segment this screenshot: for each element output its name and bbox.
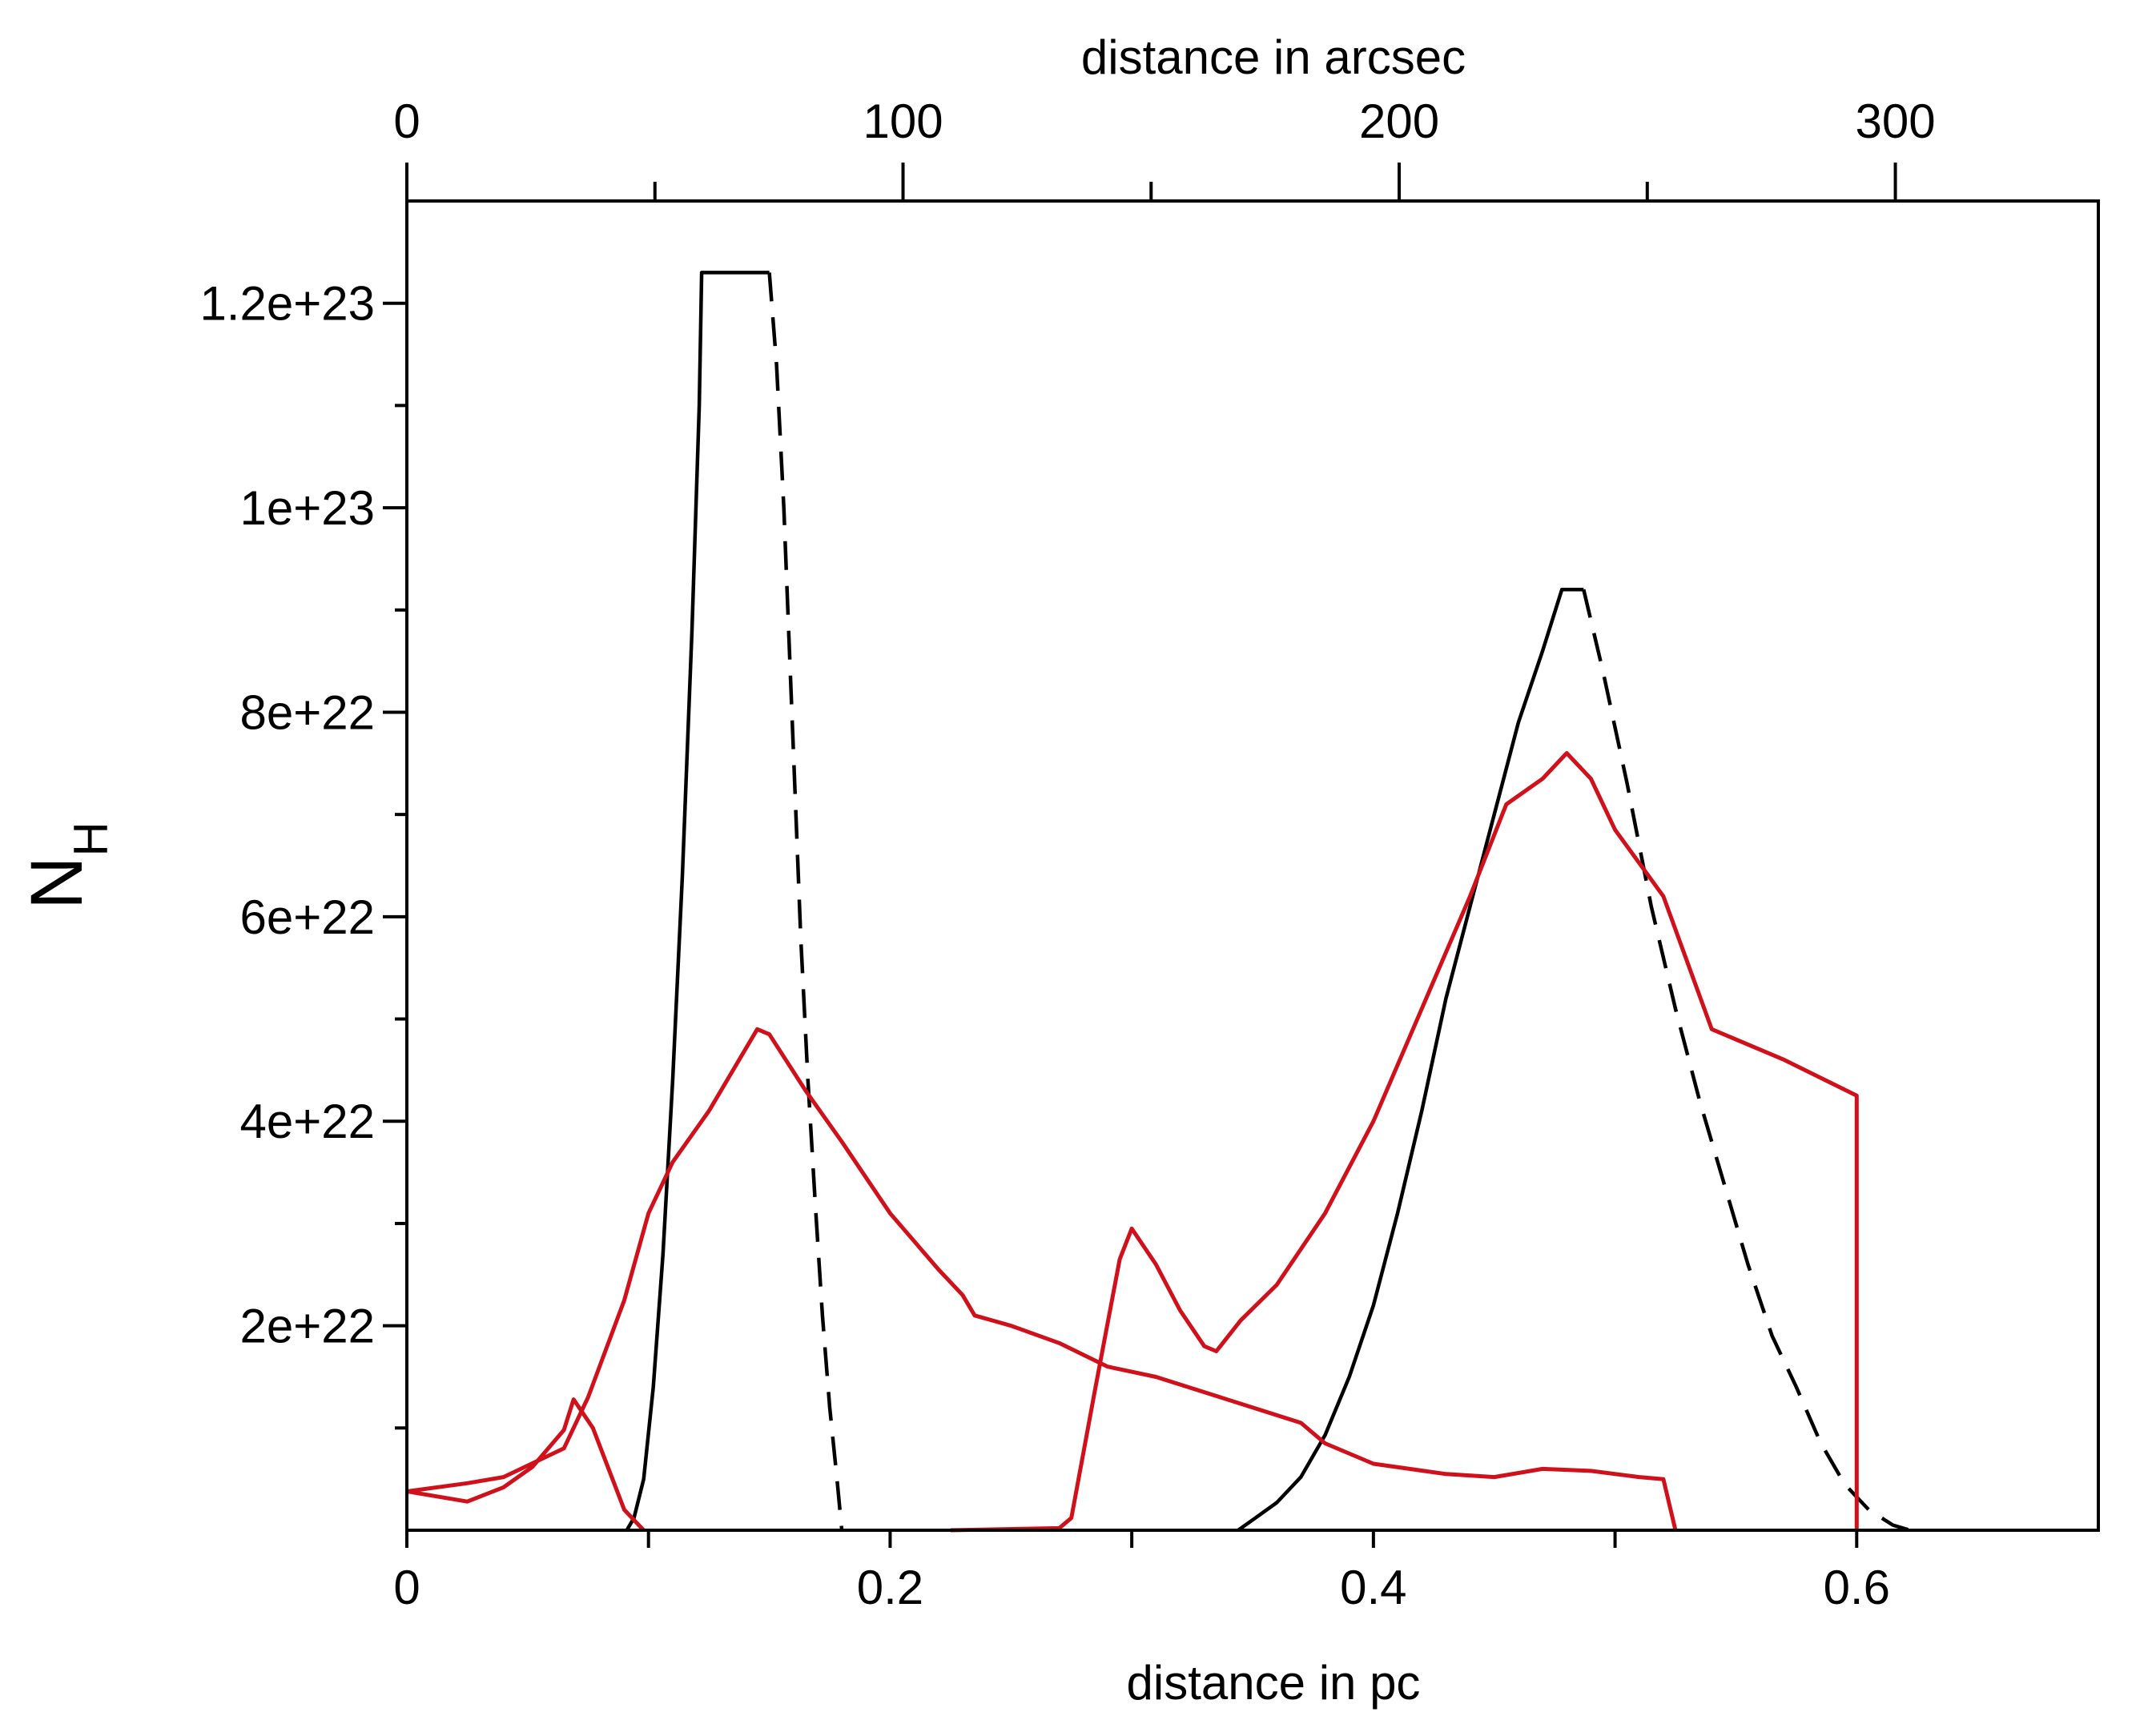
y-tick-label: 1.2e+23 xyxy=(199,277,375,331)
y-tick-label: 2e+22 xyxy=(239,1300,375,1353)
x-tick-label: 0.4 xyxy=(1340,1561,1406,1614)
ticks: 0 0.2 0.4 0.6 0 100 200 300 2e+22 4e+22 6e+22 8e+22… xyxy=(199,94,1935,1614)
y-tick-label: 4e+22 xyxy=(239,1095,375,1148)
series-line-3 xyxy=(1237,587,1584,1532)
x2-tick-label: 300 xyxy=(1856,94,1936,148)
series-line-2 xyxy=(767,272,844,1531)
top-axis-title: distance in arcsec xyxy=(1081,30,1466,84)
x-axis-title: distance in pc xyxy=(1127,1656,1421,1710)
y-tick-label: 1e+23 xyxy=(239,481,375,535)
y-tick-label: 6e+22 xyxy=(239,890,375,944)
x-tick-label: 0 xyxy=(393,1561,420,1614)
y-axis-title: NH xyxy=(16,822,118,910)
x2-tick-label: 200 xyxy=(1359,94,1439,148)
series-line-5 xyxy=(406,1397,646,1532)
y-tick-label: 8e+22 xyxy=(239,685,375,739)
y-axis-title-subscript: H xyxy=(64,822,118,856)
plot-lines xyxy=(406,271,1911,1533)
x-tick-label: 0.2 xyxy=(857,1561,923,1614)
x2-tick-label: 0 xyxy=(393,94,420,148)
series-line-4 xyxy=(1582,589,1911,1533)
y-axis-title-main: N xyxy=(16,856,98,909)
series-line-7 xyxy=(950,751,1859,1533)
axes xyxy=(405,199,2100,1532)
series-line-1 xyxy=(625,271,770,1532)
x-tick-label: 0.6 xyxy=(1824,1561,1890,1614)
plot-frame xyxy=(405,199,2100,1532)
series-line-6 xyxy=(406,1027,1678,1531)
x2-tick-label: 100 xyxy=(863,94,943,148)
